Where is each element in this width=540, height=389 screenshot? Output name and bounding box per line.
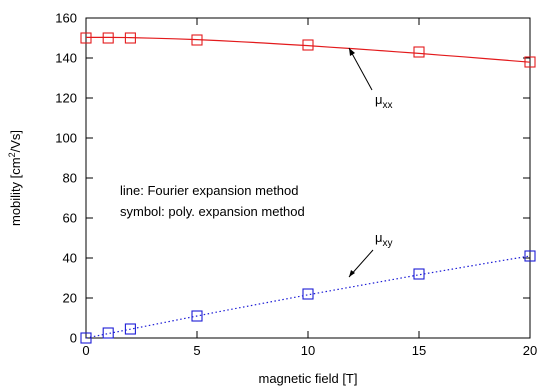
method-note-symbol: symbol: poly. expansion method — [120, 204, 305, 219]
data-point-marker — [413, 268, 425, 280]
mu-xx-subscript: xx — [383, 100, 393, 111]
x-axis-title: magnetic field [T] — [259, 371, 358, 386]
data-point-marker — [124, 32, 136, 44]
y-tick-label: 60 — [63, 211, 77, 226]
data-point-marker — [102, 32, 114, 44]
y-axis-title-rest: /Vs] — [8, 130, 23, 152]
y-tick-label: 120 — [55, 91, 77, 106]
x-tick-label: 10 — [301, 343, 315, 358]
data-point-marker — [102, 327, 114, 339]
y-tick-label: 20 — [63, 291, 77, 306]
data-point-marker — [191, 310, 203, 322]
y-tick-label: 80 — [63, 171, 77, 186]
data-point-marker — [302, 288, 314, 300]
mu-xy-symbol: μ — [375, 230, 383, 245]
data-point-marker — [191, 34, 203, 46]
series-line — [85, 255, 531, 339]
y-tick-label: 140 — [55, 51, 77, 66]
y-tick-label: 0 — [70, 331, 77, 346]
x-tick-label: 15 — [412, 343, 426, 358]
data-point-marker — [413, 46, 425, 58]
data-point-marker — [524, 56, 536, 68]
series-mu-xx — [80, 32, 536, 68]
series-mu-xy — [80, 250, 536, 344]
y-axis-title: mobility [cm2/Vs] — [7, 130, 23, 226]
axes: 0 5 10 15 20 0 20 40 60 80 100 120 140 160 — [55, 11, 537, 359]
x-tick-label: 5 — [193, 343, 200, 358]
x-tick-label: 20 — [523, 343, 537, 358]
mu-xy-subscript: xy — [383, 238, 393, 249]
data-point-marker — [124, 323, 136, 335]
y-tick-label: 40 — [63, 251, 77, 266]
data-point-marker — [302, 39, 314, 51]
series-line — [86, 36, 531, 63]
method-note-line: line: Fourier expansion method — [120, 183, 299, 198]
y-axis-title-superscript: 2 — [7, 152, 17, 157]
x-tick-label: 0 — [82, 343, 89, 358]
data-point-marker — [80, 332, 92, 344]
y-tick-label: 160 — [55, 11, 77, 26]
series-layer — [80, 32, 536, 344]
data-point-marker — [80, 32, 92, 44]
y-axis-title-main: mobility [cm — [8, 157, 23, 226]
mu-xx-symbol: μ — [375, 92, 383, 107]
mu-xx-arrow — [348, 47, 373, 91]
mu-xy-label: μxy — [375, 230, 393, 249]
mu-xy-arrow — [348, 249, 374, 278]
mu-xx-label: μxx — [375, 92, 393, 111]
data-point-marker — [524, 250, 536, 262]
plot-frame — [85, 17, 531, 339]
y-tick-label: 100 — [55, 131, 77, 146]
